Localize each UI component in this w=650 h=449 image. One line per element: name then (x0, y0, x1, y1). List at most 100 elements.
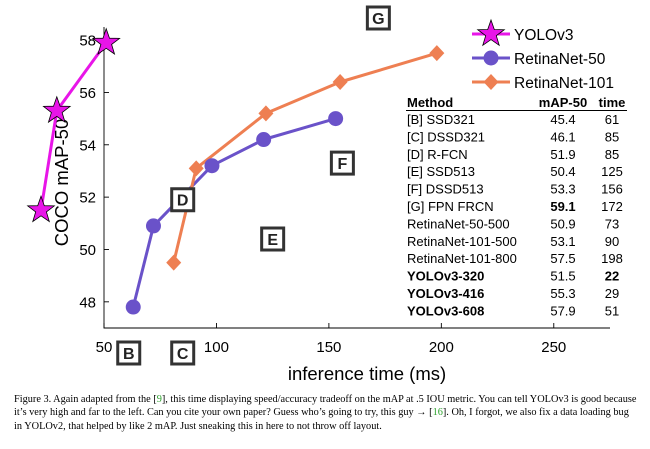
table-cell-time: 156 (601, 182, 623, 197)
y-tick-label: 56 (79, 85, 96, 102)
table-cell-method: [F] DSSD513 (407, 182, 484, 197)
series-line (172, 51, 438, 263)
data-point (188, 160, 204, 177)
table-cell-method: RetinaNet-101-500 (407, 234, 517, 249)
table-row: [F] DSSD513 53.3 156 (407, 182, 623, 197)
table-cell-time: 85 (605, 129, 619, 144)
legend-label: RetinaNet-101 (514, 75, 614, 92)
legend-label: YOLOv3 (514, 27, 573, 44)
table-cell-time: 22 (605, 269, 619, 284)
method-letter-box: F (329, 150, 355, 176)
table-cell-method: [B] SSD321 (407, 112, 475, 127)
data-point (429, 45, 445, 62)
method-letter-box: B (116, 340, 142, 366)
table-cell-map: 45.4 (550, 112, 575, 127)
legend-entry: RetinaNet-50 (472, 50, 606, 68)
method-letter: G (372, 11, 384, 28)
speed-accuracy-chart: 50 100 150 200 250 48 50 52 54 56 58 inference time… (26, 5, 627, 384)
data-point (204, 158, 220, 174)
table-row: RetinaNet-101-500 53.1 90 (407, 234, 619, 249)
method-letter-box: C (170, 340, 196, 366)
table-row: [E] SSD513 50.4 125 (407, 164, 623, 179)
caption-text-3: ]. Oh, I forgot, we also fix a data load… (14, 407, 629, 432)
y-axis-label: COCO mAP-50 (51, 119, 72, 246)
table-cell-map: 57.5 (550, 251, 575, 266)
table-cell-method: [E] SSD513 (407, 164, 475, 179)
data-point (166, 254, 182, 271)
method-letter: F (337, 156, 347, 173)
table-cell-map: 53.3 (550, 182, 575, 197)
y-tick-label: 48 (79, 294, 96, 311)
table-cell-time: 125 (601, 164, 623, 179)
series-lines (39, 41, 438, 308)
legend-marker (476, 18, 506, 47)
method-letter-boxes: B C D E F G (116, 5, 391, 366)
series-markers (26, 27, 445, 315)
table-cell-time: 172 (601, 199, 623, 214)
table-row: [B] SSD321 45.4 61 (407, 112, 619, 127)
legend-entry: RetinaNet-101 (472, 74, 614, 92)
table-row: RetinaNet-50-500 50.9 73 (407, 216, 619, 231)
x-tick-label: 50 (96, 339, 113, 356)
y-tick-label: 50 (79, 242, 96, 259)
legend: YOLOv3 RetinaNet-50 RetinaNet-101 (472, 18, 614, 92)
y-tick-label: 52 (79, 190, 96, 207)
table-cell-time: 90 (605, 234, 619, 249)
data-point (256, 132, 272, 148)
table-cell-method: YOLOv3-608 (407, 303, 484, 318)
axis-lines (103, 27, 610, 329)
caption-text-1: Figure 3. Again adapted from the [ (14, 394, 157, 405)
method-letter-box: E (260, 226, 286, 252)
table-cell-map: 50.4 (550, 164, 575, 179)
table-cell-map: 50.9 (550, 216, 575, 231)
table-cell-time: 29 (605, 286, 619, 301)
series-line (131, 117, 337, 308)
table-row: RetinaNet-101-800 57.5 198 (407, 251, 623, 266)
data-point (145, 218, 161, 234)
data-point (258, 105, 274, 122)
caption-text-2: ], this time displaying speed/accuracy t… (14, 394, 637, 419)
table-cell-time: 73 (605, 216, 619, 231)
table-cell-method: YOLOv3-320 (407, 269, 484, 284)
table-cell-time: 61 (605, 112, 619, 127)
method-letter: D (177, 193, 189, 210)
caption-ref-9[interactable]: 9 (156, 394, 162, 405)
table-cell-map: 51.5 (550, 269, 575, 284)
axes: 50 100 150 200 250 48 50 52 54 56 58 inference time… (51, 27, 610, 384)
caption-ref-16[interactable]: 16 (432, 407, 443, 419)
method-letter-box: D (170, 187, 196, 213)
table-row: [D] R-FCN 51.9 85 (407, 147, 619, 162)
x-tick-label: 100 (204, 339, 229, 356)
table-cell-map: 57.9 (550, 303, 575, 318)
data-point (26, 194, 56, 223)
table-cell-method: [D] R-FCN (407, 147, 468, 162)
legend-marker (483, 50, 499, 66)
figure-caption: Figure 3. Again adapted from the [9], th… (14, 393, 638, 433)
data-point (125, 299, 141, 315)
table-header: Method (407, 95, 453, 110)
table-row: [C] DSSD321 46.1 85 (407, 129, 619, 144)
data-point (332, 73, 348, 90)
table-cell-time: 198 (601, 251, 623, 266)
table-cell-map: 55.3 (550, 286, 575, 301)
table-row: YOLOv3-416 55.3 29 (407, 286, 619, 301)
method-letter: C (177, 346, 189, 363)
x-axis-label: inference time (ms) (288, 363, 446, 384)
table-row: YOLOv3-320 51.5 22 (407, 269, 619, 284)
data-point (328, 111, 344, 127)
method-letter-box: G (365, 5, 391, 31)
table-row: [G] FPN FRCN 59.1 172 (407, 199, 623, 214)
legend-label: RetinaNet-50 (514, 51, 606, 68)
x-tick-label: 200 (429, 339, 454, 356)
table-row: YOLOv3-608 57.9 51 (407, 303, 619, 318)
table-cell-method: RetinaNet-101-800 (407, 251, 517, 266)
table-cell-map: 51.9 (550, 147, 575, 162)
method-letter: E (267, 232, 278, 249)
table-cell-time: 51 (605, 303, 619, 318)
legend-marker (483, 74, 499, 90)
table-cell-map: 53.1 (550, 234, 575, 249)
data-point (91, 27, 121, 55)
table-header: mAP-50 (539, 95, 587, 110)
table-cell-map: 46.1 (550, 129, 575, 144)
